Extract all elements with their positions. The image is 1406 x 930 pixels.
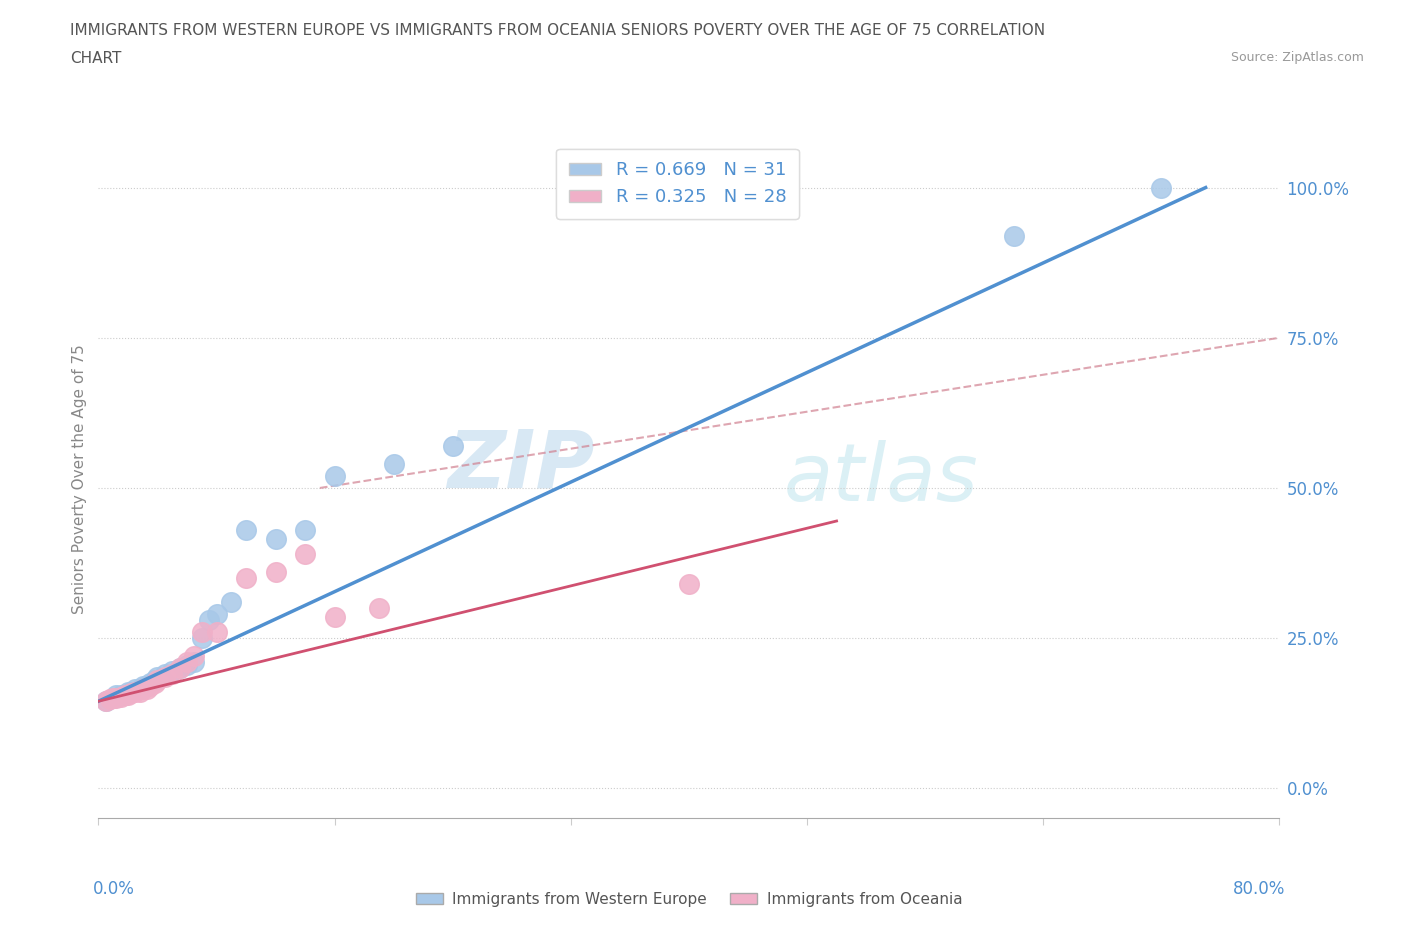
- Point: [120, 684, 142, 699]
- Point: [146, 672, 169, 687]
- Point: [441, 438, 464, 453]
- Point: [143, 676, 166, 691]
- Point: [110, 690, 132, 705]
- Point: [1002, 228, 1025, 243]
- Point: [205, 606, 228, 621]
- Point: [114, 688, 136, 703]
- Point: [169, 660, 191, 675]
- Point: [114, 688, 136, 703]
- Point: [219, 594, 242, 609]
- Point: [235, 571, 257, 586]
- Point: [143, 672, 166, 687]
- Point: [294, 547, 316, 562]
- Point: [105, 688, 128, 703]
- Text: Source: ZipAtlas.com: Source: ZipAtlas.com: [1230, 51, 1364, 64]
- Point: [678, 577, 700, 591]
- Point: [153, 667, 176, 682]
- Point: [162, 667, 183, 682]
- Point: [139, 676, 162, 691]
- Point: [110, 688, 132, 703]
- Point: [176, 658, 198, 672]
- Point: [323, 610, 346, 625]
- Point: [205, 625, 228, 640]
- Point: [264, 565, 287, 579]
- Point: [183, 649, 205, 664]
- Text: CHART: CHART: [70, 51, 122, 66]
- Point: [191, 631, 214, 645]
- Legend: R = 0.669   N = 31, R = 0.325   N = 28: R = 0.669 N = 31, R = 0.325 N = 28: [557, 149, 799, 219]
- Legend: Immigrants from Western Europe, Immigrants from Oceania: Immigrants from Western Europe, Immigran…: [409, 886, 969, 913]
- Text: 80.0%: 80.0%: [1233, 880, 1285, 897]
- Point: [132, 679, 155, 694]
- Point: [117, 684, 139, 699]
- Point: [98, 692, 121, 707]
- Point: [105, 691, 128, 706]
- Point: [120, 686, 142, 701]
- Point: [103, 691, 125, 706]
- Point: [198, 613, 221, 628]
- Point: [136, 682, 159, 697]
- Point: [146, 670, 169, 684]
- Text: IMMIGRANTS FROM WESTERN EUROPE VS IMMIGRANTS FROM OCEANIA SENIORS POVERTY OVER T: IMMIGRANTS FROM WESTERN EUROPE VS IMMIGR…: [70, 23, 1046, 38]
- Point: [132, 682, 155, 697]
- Point: [294, 523, 316, 538]
- Point: [124, 684, 146, 699]
- Point: [382, 457, 405, 472]
- Point: [264, 532, 287, 547]
- Point: [103, 691, 125, 706]
- Point: [1150, 180, 1173, 195]
- Point: [235, 523, 257, 538]
- Point: [368, 601, 391, 616]
- Point: [191, 625, 214, 640]
- Point: [169, 660, 191, 675]
- Point: [135, 679, 157, 694]
- Point: [124, 682, 146, 697]
- Point: [94, 694, 117, 709]
- Text: ZIP: ZIP: [447, 426, 595, 504]
- Text: atlas: atlas: [783, 440, 979, 518]
- Point: [323, 469, 346, 484]
- Y-axis label: Seniors Poverty Over the Age of 75: Seniors Poverty Over the Age of 75: [72, 344, 87, 614]
- Point: [117, 688, 139, 703]
- Point: [128, 684, 150, 699]
- Text: 0.0%: 0.0%: [93, 880, 135, 897]
- Point: [176, 655, 198, 670]
- Point: [139, 679, 162, 694]
- Point: [128, 682, 150, 697]
- Point: [162, 664, 183, 679]
- Point: [153, 670, 176, 684]
- Point: [183, 655, 205, 670]
- Point: [94, 694, 117, 709]
